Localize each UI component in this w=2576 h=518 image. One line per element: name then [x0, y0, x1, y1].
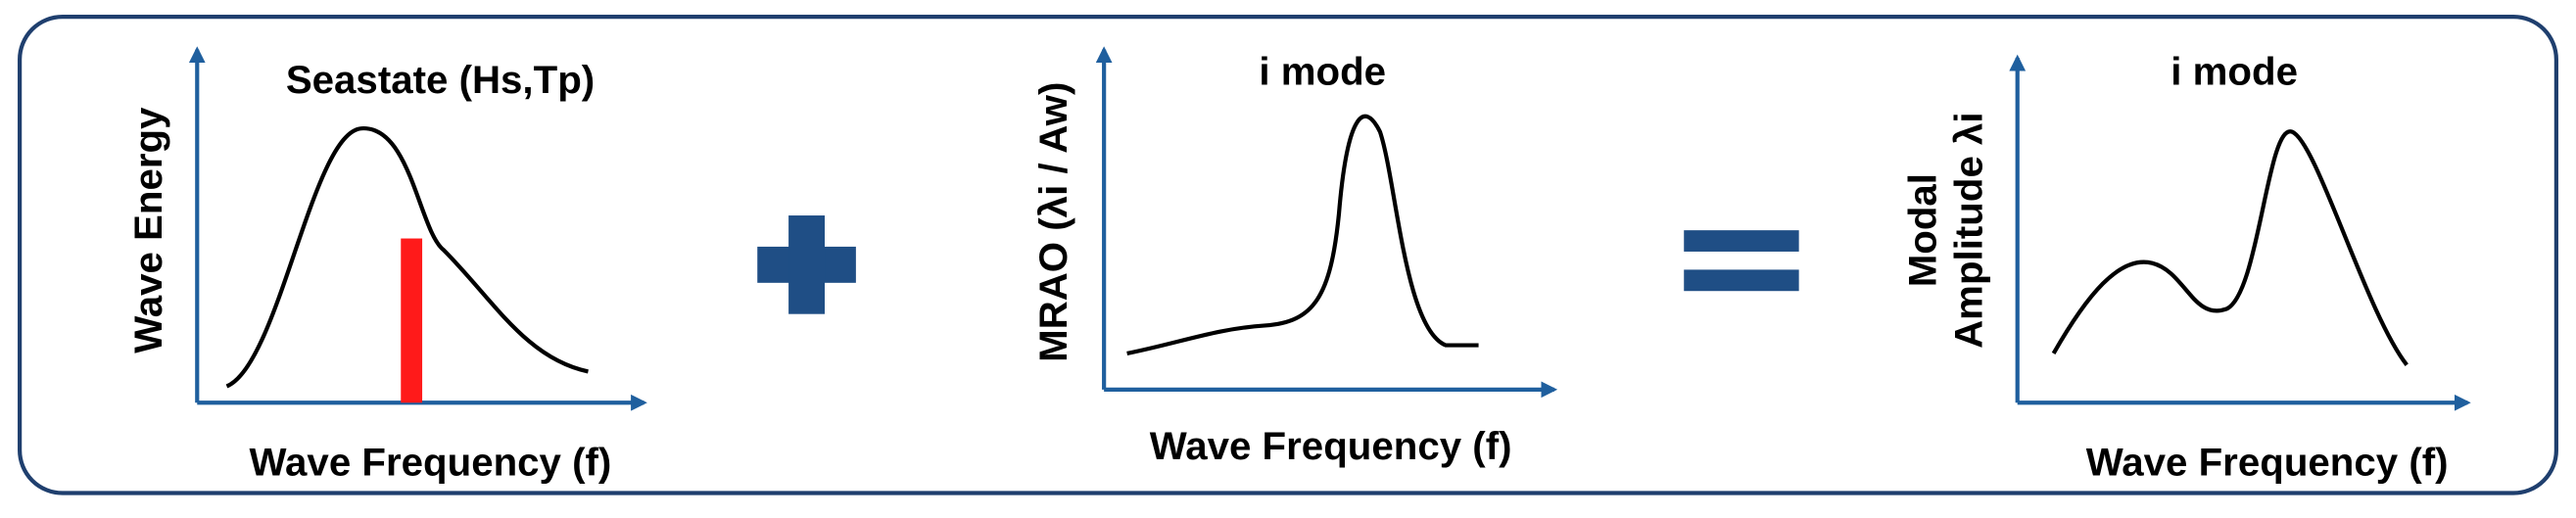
frame [18, 15, 2558, 495]
plus-sign [757, 215, 856, 314]
spectrum-curve [225, 126, 589, 389]
x-label: Wave Frequency (f) [250, 441, 612, 485]
y-label: MRAO (λi / Aw) [1031, 82, 1075, 362]
x-label: Wave Frequency (f) [2086, 441, 2449, 485]
rao-curve [1126, 114, 1479, 355]
response-curve [2051, 129, 2409, 366]
y-label: Modal [1900, 173, 1944, 287]
panel-mrao: i mode MRAO (λi / Aw) Wave Frequency (f) [1031, 46, 1558, 468]
panel-title: i mode [2171, 49, 2298, 93]
panel-title: i mode [1259, 49, 1386, 93]
panel-modal: i mode Modal Amplitude λi Wave Frequency… [1900, 49, 2471, 485]
y-label: Wave Energy [126, 107, 170, 353]
equals-sign [1684, 230, 1799, 292]
panel-title: Seastate (Hs,Tp) [286, 58, 595, 102]
panel-seastate: Seastate (Hs,Tp) Wave Energy Wave Freque… [126, 46, 647, 485]
frequency-bar [401, 238, 423, 403]
x-label: Wave Frequency (f) [1150, 424, 1512, 468]
y-label: Amplitude λi [1946, 112, 1990, 349]
